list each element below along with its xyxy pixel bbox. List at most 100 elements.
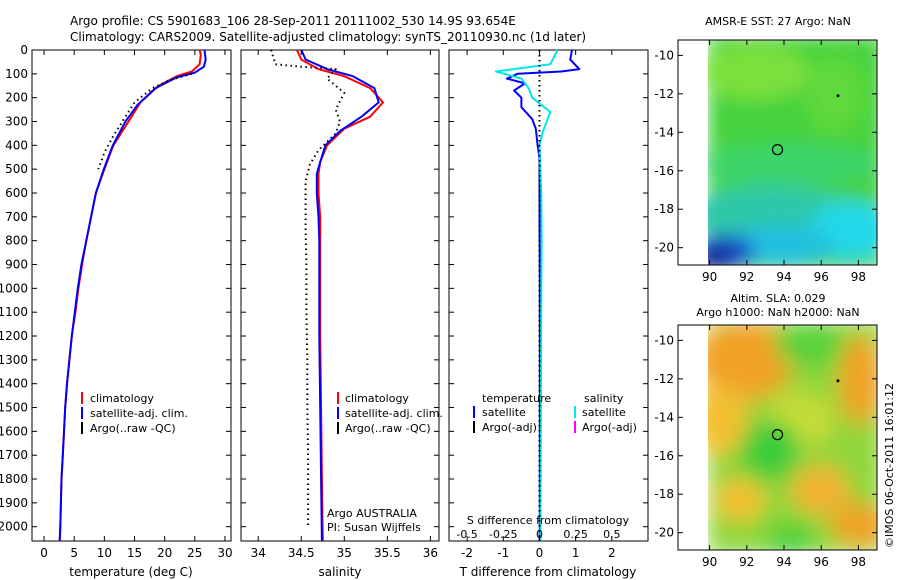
series-line-satellite-adj-clim- [300, 49, 380, 542]
argo-position-marker [771, 429, 784, 441]
sla-map-title-line2: Argo h1000: NaN h2000: NaN [696, 306, 859, 319]
x-tick-label: 25 [187, 546, 202, 560]
x-top-tick-label: 0.25 [563, 528, 588, 541]
legend-satellite-adj: satellite-adj. clim. [345, 407, 443, 420]
depth-tick-label: 300 [5, 115, 28, 129]
depth-tick-label: 100 [5, 67, 28, 81]
depth-tick-label: 1800 [0, 472, 28, 486]
figure-title-line2: Climatology: CARS2009. Satellite-adjuste… [70, 30, 586, 44]
sst-field [678, 40, 877, 265]
x-tick-label: 5 [70, 546, 78, 560]
x-top-tick-label: 0 [536, 528, 543, 541]
salinity-panel: 34 34.5 35 35.5 36 salinity climatology sate… [240, 49, 443, 579]
series-line-argo-raw-qc- [97, 72, 193, 170]
temperature-legend: climatology satellite-adj. clim. Argo(..… [81, 392, 188, 435]
depth-tick-label: 600 [5, 186, 28, 200]
map-x-tick-label: 94 [776, 555, 791, 569]
depth-tick-label: 1200 [0, 329, 28, 343]
x-tick-label: 1 [572, 546, 580, 560]
difference-axes-box [448, 49, 649, 542]
temperature-axis-label: temperature (deg C) [69, 565, 192, 579]
legend-climatology: climatology [345, 392, 409, 405]
difference-panel: -2 -1 0 1 2 -0.5 -0.25 0 0.25 0.5 S difference f… [448, 49, 649, 579]
legend-title-salinity: salinity [584, 392, 624, 405]
profile-dot [836, 94, 840, 98]
legend-argo: Argo(..raw -QC) [345, 422, 431, 435]
map-y-tick-label: -10 [654, 48, 674, 62]
x-tick-label: 35.5 [374, 546, 401, 560]
argo-agency-annotation: Argo AUSTRALIA [327, 507, 417, 520]
x-tick-label: 15 [127, 546, 142, 560]
x-top-tick-label: 0.5 [603, 528, 621, 541]
x-tick-label: 20 [157, 546, 172, 560]
imos-timestamp: ©IMOS 06-Oct-2011 16:01:12 [883, 383, 896, 548]
map-x-tick-label: 92 [739, 555, 754, 569]
salinity-axis-label: salinity [318, 565, 361, 579]
temperature-series [32, 49, 231, 542]
profile-dot [836, 379, 840, 383]
map-x-tick-label: 96 [814, 270, 829, 284]
salinity-difference-axis-label: S difference from climatology [467, 514, 630, 527]
series-line-temperature-satellite [505, 49, 581, 542]
temperature-panel: 0100200300400500600700800900100011001200… [0, 43, 233, 579]
map-y-tick-label: -18 [654, 202, 674, 216]
x-top-tick-label: -0.5 [456, 528, 477, 541]
x-tick-label: 34.5 [288, 546, 315, 560]
salinity-legend: climatology satellite-adj. clim. Argo(..… [337, 392, 443, 435]
series-line-climatology [58, 49, 202, 542]
map-y-tick-label: -12 [654, 372, 674, 386]
temperature-tick-labels: 0 5 10 15 20 25 30 [40, 50, 233, 560]
map-x-tick-label: 98 [851, 555, 866, 569]
legend-salinity-satellite: satellite [582, 406, 626, 419]
legend-salinity-argo: Argo(-adj) [582, 421, 637, 434]
legend-temperature-satellite: satellite [482, 406, 526, 419]
salinity-series [241, 49, 439, 542]
series-line-salinity-satellite [495, 49, 559, 541]
x-tick-label: 30 [217, 546, 232, 560]
map-y-tick-label: -12 [654, 87, 674, 101]
map-y-tick-label: -20 [654, 526, 674, 540]
depth-tick-label: 1300 [0, 353, 28, 367]
legend-title-temperature: temperature [482, 392, 551, 405]
figure-title-line1: Argo profile: CS 5901683_106 28-Sep-2011… [70, 14, 516, 28]
depth-tick-label: 1600 [0, 424, 28, 438]
x-tick-label: 10 [97, 546, 112, 560]
map-y-tick-label: -14 [654, 125, 674, 139]
sst-map: AMSR-E SST: 27 Argo: NaN 90 92 94 96 98 -10 -1… [654, 15, 878, 284]
series-line-satellite-adj-clim- [58, 49, 207, 542]
sla-map-tick-labels: 90 92 94 96 98 -10 -12 -14 -16 -18 -20 [654, 325, 877, 569]
map-y-tick-label: -18 [654, 487, 674, 501]
x-tick-label: 35 [337, 546, 352, 560]
salinity-axes-box [240, 49, 440, 542]
salinity-tick-labels: 34 34.5 35 35.5 36 [251, 50, 438, 560]
sla-map-frame [677, 324, 878, 551]
legend-argo: Argo(..raw -QC) [90, 422, 176, 435]
x-tick-label: -1 [497, 546, 509, 560]
map-x-tick-label: 90 [702, 270, 717, 284]
depth-tick-labels: 0 100 200 300 400 500 600 700 800 900 1000 1100 1200… [0, 43, 28, 534]
map-y-tick-label: -16 [654, 449, 674, 463]
depth-tick-label: 1900 [0, 496, 28, 510]
depth-tick-label: 800 [5, 234, 28, 248]
depth-tick-label: 1700 [0, 448, 28, 462]
depth-tick-label: 1100 [0, 305, 28, 319]
sla-field [678, 325, 877, 550]
depth-tick-label: 1000 [0, 281, 28, 295]
temperature-difference-tick-labels: -2 -1 0 1 2 [461, 50, 616, 560]
map-y-tick-label: -16 [654, 164, 674, 178]
difference-series [449, 49, 648, 542]
map-y-tick-label: -10 [654, 333, 674, 347]
depth-tick-label: 900 [5, 258, 28, 272]
map-x-tick-label: 98 [851, 270, 866, 284]
argo-pi-annotation: PI: Susan Wijffels [327, 521, 421, 534]
legend-satellite-adj: satellite-adj. clim. [90, 407, 188, 420]
depth-tick-label: 500 [5, 162, 28, 176]
depth-tick-label: 400 [5, 138, 28, 152]
depth-tick-label: 1500 [0, 401, 28, 415]
legend-temperature-argo: Argo(-adj) [482, 421, 537, 434]
sst-map-tick-labels: 90 92 94 96 98 -10 -12 -14 -16 -18 -20 [654, 40, 877, 284]
map-y-tick-label: -14 [654, 410, 674, 424]
depth-tick-label: 2000 [0, 520, 28, 534]
legend-climatology: climatology [90, 392, 154, 405]
